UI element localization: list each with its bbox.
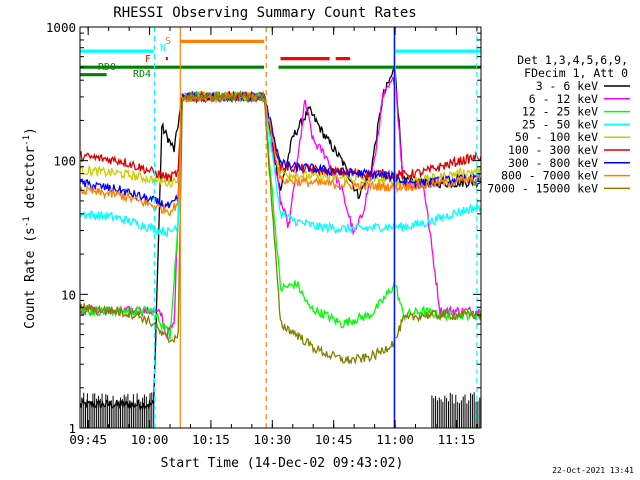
y-tick-label: 1 — [68, 421, 76, 436]
legend-label-100-300-kev: 100 - 300 keV — [508, 143, 598, 157]
y-axis-label-sup1: -1 — [22, 216, 32, 227]
plot-frame — [79, 26, 482, 429]
flag-label-f: F — [145, 54, 151, 65]
legend-label-800-7000-kev: 800 - 7000 keV — [501, 169, 598, 183]
series-line-25-50-kev — [79, 90, 482, 239]
series-line-12-25-kev — [79, 90, 482, 340]
y-axis-label-main: Count Rate (s — [23, 227, 38, 329]
flag-label-n: N — [160, 43, 166, 54]
y-tick-label: 100 — [53, 154, 76, 169]
chart-title: RHESSI Observing Summary Count Rates — [113, 5, 416, 21]
y-axis-label-sup2: -1 — [22, 135, 32, 146]
series-layer — [79, 66, 482, 428]
x-tick-label: 11:15 — [438, 432, 476, 447]
series-line-50-100-kev — [79, 89, 482, 189]
axis-layer: 09:45 10:00 10:15 10:30 10:45 11:00 11:15 1 10 10… — [46, 20, 481, 447]
legend-label-3-6-kev: 3 - 6 keV — [536, 79, 598, 93]
flag-label-s: S — [165, 36, 171, 47]
legend-label-7000-15000-kev: 7000 - 15000 keV — [487, 181, 598, 195]
series-line-3-6-kev — [79, 66, 482, 412]
x-tick-label: 09:45 — [69, 432, 107, 447]
flag-label-rd0: RD0 — [98, 62, 116, 73]
legend-label-50-100-kev: 50 - 100 keV — [515, 130, 598, 144]
y-tick-label: 10 — [61, 287, 76, 302]
series-line-800-7000-kev — [79, 90, 482, 217]
x-tick-label: 11:00 — [376, 432, 414, 447]
y-axis-label-tail: detector — [23, 146, 38, 217]
series-line-300-800-kev — [79, 90, 482, 209]
x-axis-label: Start Time (14-Dec-02 09:43:02) — [161, 456, 404, 471]
legend-label-300-800-kev: 300 - 800 keV — [508, 156, 598, 170]
x-tick-label: 10:15 — [192, 432, 230, 447]
legend: Det 1,3,4,5,6,9, FDecim 1, Att 0 3 - 6 k… — [487, 53, 630, 195]
x-tick-label: 10:45 — [315, 432, 353, 447]
attenuator-spikes — [79, 392, 481, 428]
footer-date: 22-Oct-2021 13:41 — [552, 466, 634, 475]
legend-label-25-50-kev: 25 - 50 keV — [522, 117, 598, 131]
series-line-6-12-kev — [79, 76, 482, 341]
flag-layer: RD0 RD4 NS F — [80, 36, 481, 80]
y-axis-label-end: ) — [23, 127, 38, 135]
series-line-100-300-kev — [79, 90, 482, 182]
legend-label-6-12-kev: 6 - 12 keV — [529, 92, 598, 106]
series-line-7000-15000-kev — [79, 89, 482, 366]
legend-label-12-25-kev: 12 - 25 keV — [522, 105, 598, 119]
y-axis-label: Count Rate (s-1 detector-1) — [22, 127, 38, 329]
x-tick-label: 10:30 — [253, 432, 291, 447]
y-tick-label: 1000 — [46, 20, 76, 35]
marker-layer — [153, 27, 478, 428]
flag-label-rd4: RD4 — [133, 69, 151, 80]
x-tick-label: 10:00 — [131, 432, 169, 447]
legend-header-line-2: FDecim 1, Att 0 — [524, 66, 628, 80]
legend-header-line-1: Det 1,3,4,5,6,9, — [517, 53, 628, 67]
